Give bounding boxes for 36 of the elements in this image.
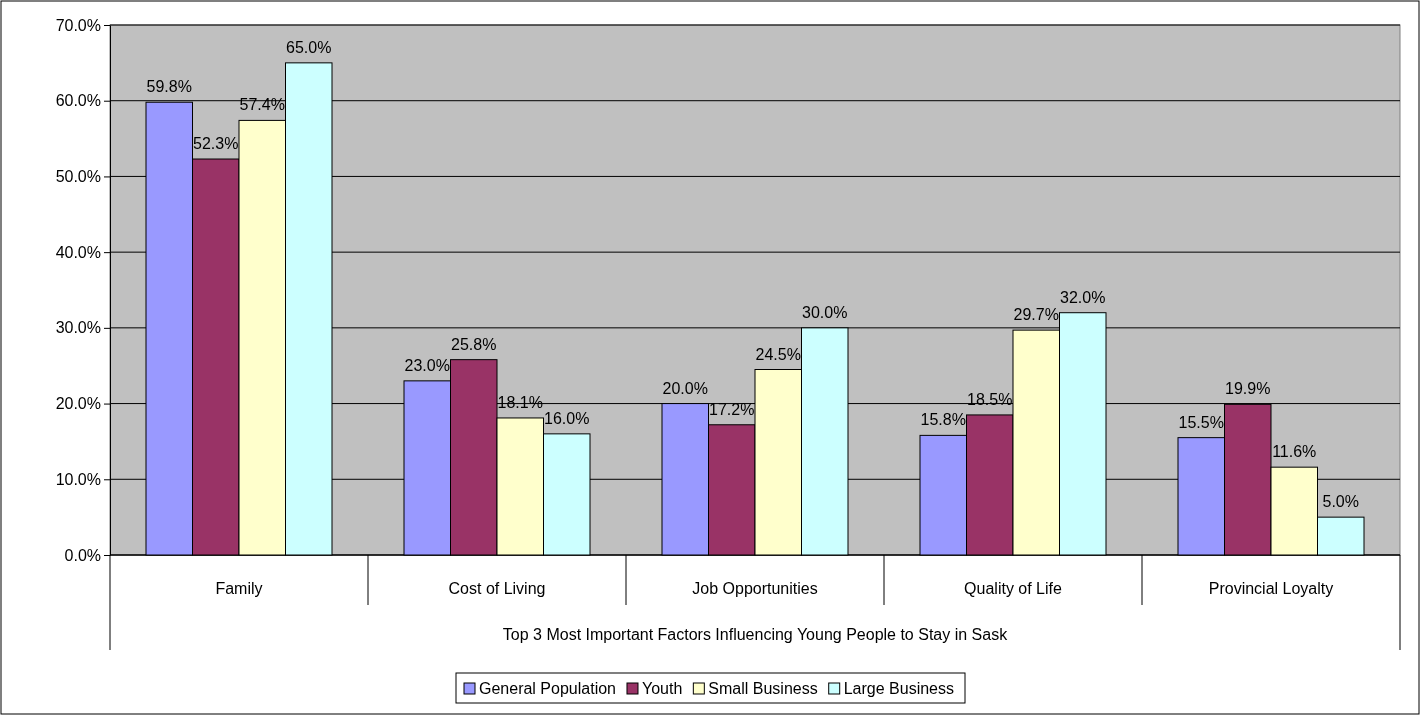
data-label: 57.4%: [239, 96, 285, 114]
data-label: 17.2%: [709, 400, 755, 418]
y-tick-label: 30.0%: [55, 319, 101, 337]
data-label: 11.6%: [1272, 443, 1317, 461]
data-label: 65.0%: [286, 38, 332, 56]
data-label: 59.8%: [146, 78, 192, 96]
y-tick-label: 70.0%: [55, 16, 101, 34]
data-label: 29.7%: [1013, 306, 1059, 324]
legend-label: Youth: [641, 680, 683, 697]
data-label: 15.8%: [920, 411, 966, 429]
data-label: 52.3%: [193, 135, 239, 153]
data-label: 23.0%: [404, 356, 450, 374]
y-tick-label: 50.0%: [55, 168, 101, 186]
x-tick-label: Cost of Living: [448, 580, 546, 597]
y-tick-label: 40.0%: [55, 243, 101, 261]
x-tick-label: Job Opportunities: [692, 580, 818, 597]
data-label: 25.8%: [451, 335, 497, 353]
x-axis-title: Top 3 Most Important Factors Influencing Young People to Stay in Sask: [502, 626, 1009, 643]
data-label: 20.0%: [662, 379, 708, 397]
legend-label: Large Business: [843, 680, 954, 697]
x-tick-label: Quality of Life: [964, 580, 1063, 597]
data-label: 5.0%: [1322, 493, 1359, 511]
data-label: 19.9%: [1225, 380, 1271, 398]
y-tick-label: 60.0%: [55, 92, 101, 110]
data-label: 16.0%: [544, 409, 590, 427]
x-tick-label: Family: [215, 580, 263, 597]
y-tick-label: 10.0%: [55, 470, 101, 488]
y-tick-label: 0.0%: [64, 546, 101, 564]
data-label: 24.5%: [755, 345, 801, 363]
data-label: 32.0%: [1060, 288, 1106, 306]
legend-label: Small Business: [708, 680, 818, 697]
legend-label: General Population: [479, 680, 616, 697]
x-tick-label: Provincial Loyalty: [1208, 580, 1334, 597]
y-tick-label: 20.0%: [55, 395, 101, 413]
data-label: 30.0%: [802, 303, 848, 321]
data-label: 15.5%: [1178, 413, 1224, 431]
